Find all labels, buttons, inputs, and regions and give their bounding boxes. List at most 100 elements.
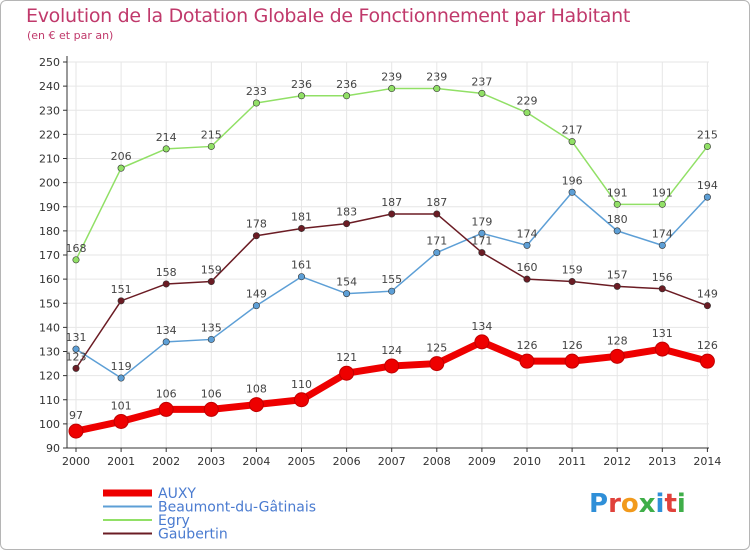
y-tick-label: 100 [39,418,60,431]
x-tick-label: 2002 [152,455,180,468]
data-point [294,392,309,408]
x-tick-label: 2005 [288,455,316,468]
data-point [609,348,625,364]
data-label: 131 [652,327,673,340]
data-label: 157 [607,268,628,281]
data-point [568,138,576,146]
data-label: 187 [426,196,447,209]
data-label: 237 [471,75,492,88]
x-tick-label: 2013 [648,455,676,468]
data-point [658,241,666,249]
data-point [658,200,666,208]
data-point [564,353,580,369]
data-label: 159 [201,264,222,277]
data-label: 126 [697,339,718,352]
data-point [207,278,215,286]
data-label: 217 [562,124,583,137]
data-label: 135 [201,321,222,334]
data-point [478,229,486,237]
data-label: 161 [291,259,312,272]
data-label: 206 [111,150,132,163]
data-label: 106 [201,387,222,400]
data-point [72,364,80,372]
x-tick-label: 2004 [242,455,270,468]
x-tick-label: 2011 [558,455,586,468]
data-label: 229 [517,95,538,108]
data-point [72,256,80,264]
y-tick-label: 130 [39,346,60,359]
data-label: 101 [111,399,132,412]
data-label: 149 [697,288,718,301]
data-point [203,401,219,417]
data-point [297,92,305,100]
data-label: 191 [652,186,673,199]
data-label: 196 [562,174,583,187]
data-label: 194 [697,179,718,192]
data-point [519,353,535,369]
data-label: 149 [246,288,267,301]
data-point [613,200,621,208]
data-label: 174 [517,227,538,240]
data-label: 121 [336,351,357,364]
chart-subtitle: (en € et par an) [27,29,114,42]
x-tick-label: 2006 [333,455,361,468]
data-point [654,341,670,357]
data-label: 151 [111,283,132,296]
data-point [568,188,576,196]
data-point [478,89,486,97]
data-point [388,210,396,218]
data-point [207,142,215,150]
data-point [523,275,531,283]
y-tick-label: 240 [39,80,60,93]
data-point [613,227,621,235]
data-point [343,220,351,228]
legend-label: Gaubertin [158,527,228,543]
data-point [158,401,174,417]
data-point [117,164,125,172]
y-tick-label: 210 [39,153,60,166]
data-point [433,210,441,218]
data-label: 187 [381,196,402,209]
data-label: 134 [471,320,492,333]
data-point [343,290,351,298]
data-point [433,85,441,93]
x-tick-label: 2014 [693,455,721,468]
data-point [339,365,355,381]
data-label: 155 [381,273,402,286]
data-point [658,285,666,293]
y-tick-label: 190 [39,201,60,214]
data-label: 119 [111,360,132,373]
data-point [72,345,80,353]
y-tick-label: 180 [39,225,60,238]
data-label: 181 [291,210,312,223]
y-tick-label: 250 [39,56,60,69]
data-label: 171 [471,235,492,248]
data-label: 125 [426,342,447,355]
data-label: 123 [66,350,87,363]
data-label: 158 [156,266,177,279]
data-point [68,423,84,439]
data-label: 215 [697,128,718,141]
data-label: 178 [246,218,267,231]
data-label: 168 [66,242,87,255]
data-label: 233 [246,85,267,98]
y-tick-label: 220 [39,128,60,141]
y-tick-label: 230 [39,104,60,117]
data-point [297,273,305,281]
data-label: 97 [69,409,83,422]
data-label: 156 [652,271,673,284]
data-label: 215 [201,128,222,141]
data-point [117,374,125,382]
y-tick-label: 200 [39,177,60,190]
data-point [162,338,170,346]
data-label: 160 [517,261,538,274]
data-point [478,249,486,257]
data-label: 126 [562,339,583,352]
x-tick-label: 2001 [107,455,135,468]
x-tick-label: 2000 [62,455,90,468]
data-label: 239 [426,71,447,84]
data-point [252,99,260,107]
y-tick-label: 160 [39,273,60,286]
